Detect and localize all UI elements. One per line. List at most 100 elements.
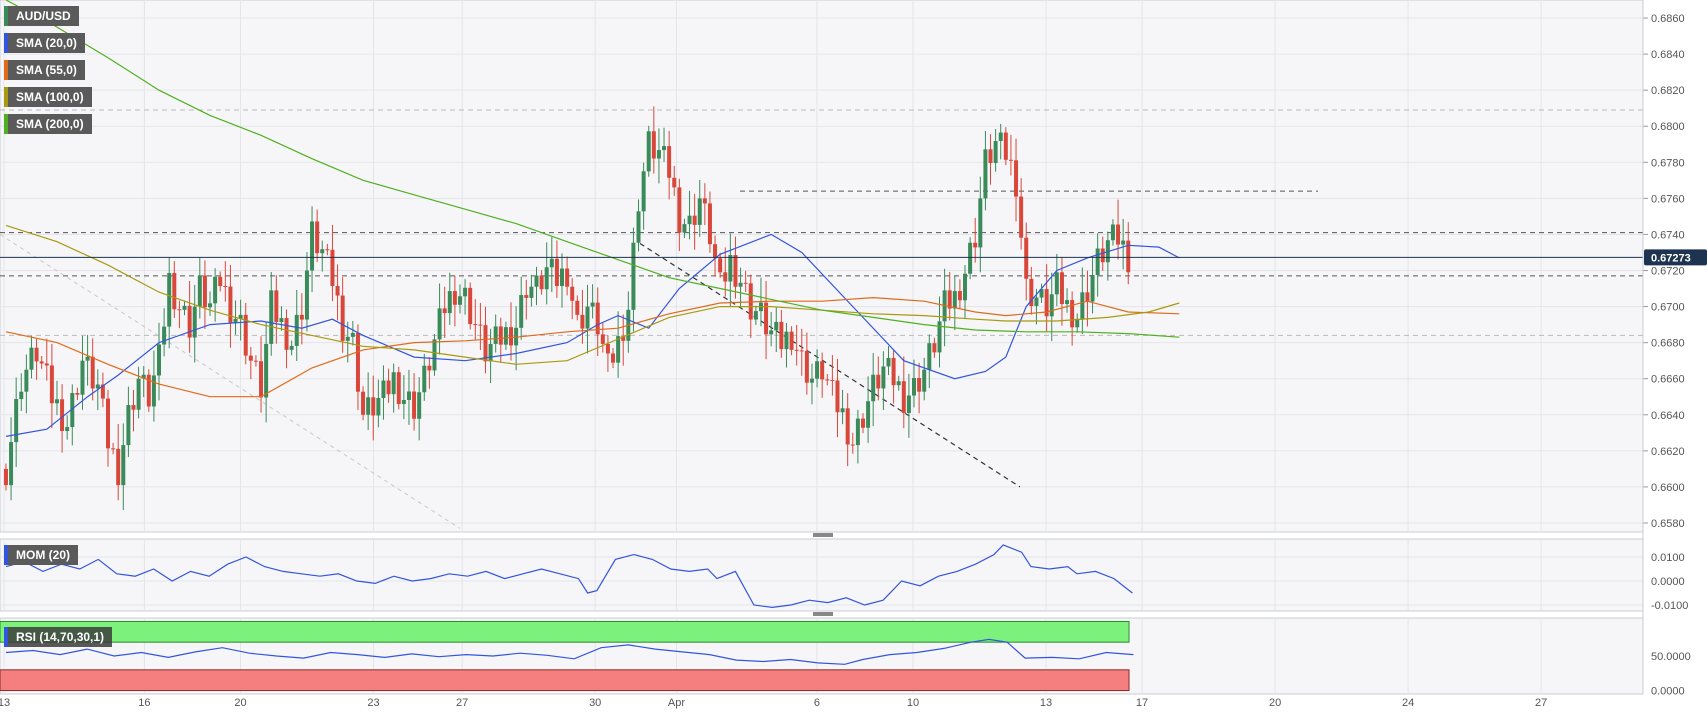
candle (651, 106, 656, 174)
candle (202, 260, 207, 329)
candle-body (570, 286, 575, 301)
candle (590, 284, 595, 319)
candle-body (279, 318, 284, 323)
candle (891, 349, 896, 404)
pane-splitter-2 (813, 612, 833, 616)
candle-body (1014, 160, 1019, 197)
candle (167, 257, 172, 349)
legend-sma-100[interactable]: SMA (100,0) (4, 87, 92, 107)
candle (600, 322, 605, 353)
candle-body (493, 326, 498, 344)
candle-body (871, 374, 876, 402)
candle-body (651, 131, 656, 159)
candle-body (560, 268, 565, 287)
candle (1121, 218, 1126, 270)
candle-body (320, 249, 325, 254)
candle-body (519, 295, 524, 328)
legend-mom[interactable]: MOM (20) (4, 545, 78, 565)
x-tick-label: 20 (1269, 697, 1281, 709)
legend-rsi[interactable]: RSI (14,70,30,1) (4, 627, 113, 647)
candle-body (656, 150, 661, 159)
candle (565, 256, 570, 296)
candle (248, 346, 253, 380)
candle (825, 374, 830, 386)
candle (157, 322, 162, 401)
candle (279, 306, 284, 331)
x-tick-label: 13 (0, 697, 10, 709)
candle (820, 352, 825, 398)
candle-body (376, 398, 381, 416)
candle-body (1070, 300, 1075, 328)
candle (315, 209, 320, 262)
legend-swatch (4, 114, 8, 134)
candle-body (937, 321, 942, 353)
candle (779, 310, 784, 358)
candle-body (49, 365, 54, 404)
candle (1044, 264, 1049, 332)
candle (361, 386, 366, 421)
candle (605, 335, 610, 372)
candle-body (452, 291, 457, 305)
rsi-y-tick-label: 0.0000 (1651, 686, 1685, 698)
candle (49, 343, 54, 429)
sma-line-200 (5, 0, 1180, 338)
candle-body (1095, 248, 1100, 276)
candle (310, 206, 315, 293)
candle-body (355, 332, 360, 392)
legend-sma-200[interactable]: SMA (200,0) (4, 114, 92, 134)
candle-body (799, 350, 804, 352)
candle-body (90, 356, 95, 389)
candle (9, 417, 14, 501)
candle-body (1126, 240, 1131, 273)
candle-body (524, 295, 529, 298)
legend-sma-55-label: SMA (55,0) (16, 63, 77, 77)
candle (621, 314, 626, 366)
candle-body (304, 270, 309, 320)
candle-body (223, 286, 228, 288)
candle (381, 365, 386, 420)
candle-body (325, 249, 330, 251)
candle-body (417, 392, 422, 419)
candle (442, 286, 447, 338)
candle-body (478, 324, 483, 326)
candle (14, 377, 19, 467)
candle (677, 178, 682, 252)
candle (835, 358, 840, 438)
candle-body (922, 369, 927, 392)
candle (702, 183, 707, 226)
candle (662, 127, 667, 162)
candle (799, 328, 804, 376)
candle-body (284, 318, 289, 350)
y-tick-label: 0.6640 (1651, 410, 1685, 422)
candle-body (636, 211, 641, 243)
candle-body (202, 275, 207, 308)
candle (238, 299, 243, 341)
candle-body (366, 397, 371, 415)
x-tick-label: 17 (1136, 697, 1148, 709)
candle-body (881, 366, 886, 389)
candle (3, 463, 8, 491)
candle-body (463, 287, 468, 297)
candle (922, 357, 927, 401)
candle (876, 356, 881, 401)
candle-body (406, 391, 411, 400)
candle-body (672, 177, 677, 188)
candle-body (197, 275, 202, 307)
candle-body (177, 309, 182, 311)
candle (24, 354, 29, 414)
candle-body (39, 361, 44, 364)
candle (116, 423, 121, 501)
candle (845, 393, 850, 467)
candle (1110, 219, 1115, 246)
candle (508, 302, 513, 361)
legend-sma-20[interactable]: SMA (20,0) (4, 33, 85, 53)
candle (957, 279, 962, 309)
legend-symbol[interactable]: AUD/USD (4, 6, 79, 26)
candle-body (34, 347, 39, 362)
candle (187, 280, 192, 353)
legend-sma-55[interactable]: SMA (55,0) (4, 60, 85, 80)
candle (19, 373, 24, 411)
candle (39, 355, 44, 369)
candle-body (702, 198, 707, 204)
candle-body (718, 258, 723, 273)
